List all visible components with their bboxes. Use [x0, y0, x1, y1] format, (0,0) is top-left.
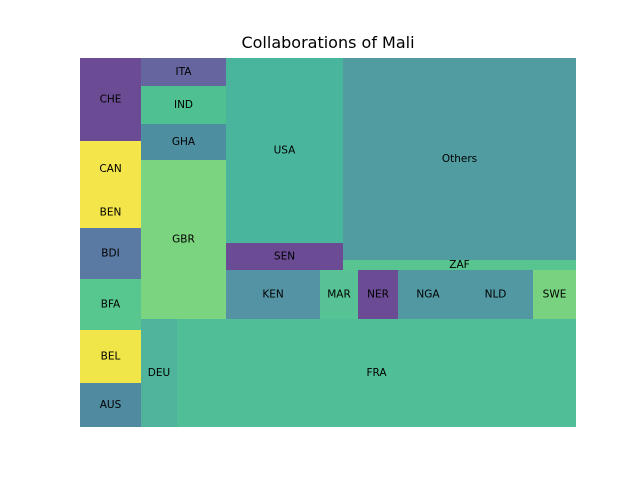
treemap-label-aus: AUS [100, 399, 122, 411]
treemap-cell-swe [533, 270, 576, 319]
treemap-cell-mar [320, 270, 358, 319]
treemap-label-ben: BEN [100, 207, 122, 219]
treemap-label-ind: IND [174, 99, 193, 111]
treemap-label-bdi: BDI [101, 248, 119, 260]
treemap-cell-nld [458, 270, 533, 319]
treemap-cell-ita [141, 58, 226, 86]
treemap-label-others: Others [442, 153, 477, 165]
treemap-label-usa: USA [274, 145, 297, 157]
treemap-cell-ind [141, 86, 226, 124]
treemap-cell-ner [358, 270, 398, 319]
treemap-label-ita: ITA [176, 66, 193, 78]
treemap-label-nga: NGA [416, 289, 440, 301]
treemap-cell-usa [226, 58, 343, 243]
treemap-label-fra: FRA [366, 367, 387, 379]
treemap-cell-che [80, 58, 141, 141]
treemap-cell-others [343, 58, 576, 260]
treemap-cell-sen [226, 243, 343, 270]
treemap-cell-ben [80, 197, 141, 228]
treemap-cell-deu [141, 319, 177, 427]
treemap-label-ken: KEN [262, 289, 283, 301]
treemap-label-nld: NLD [485, 289, 507, 301]
treemap-cell-nga [398, 270, 458, 319]
treemap-cell-aus [80, 383, 141, 427]
treemap-label-ner: NER [367, 289, 389, 301]
treemap-label-bel: BEL [101, 351, 121, 363]
treemap-cell-ken [226, 270, 320, 319]
treemap-label-swe: SWE [543, 289, 567, 301]
treemap-label-che: CHE [100, 94, 122, 106]
treemap-label-bfa: BFA [101, 299, 121, 311]
treemap-label-can: CAN [99, 163, 121, 175]
treemap-label-gha: GHA [172, 136, 196, 148]
treemap-cell-bdi [80, 228, 141, 279]
treemap-cell-bfa [80, 279, 141, 330]
treemap-cell-gha [141, 124, 226, 160]
treemap-label-mar: MAR [327, 289, 351, 301]
treemap-label-deu: DEU [148, 367, 170, 379]
treemap-cell-can [80, 141, 141, 197]
treemap-cell-zaf [343, 260, 576, 270]
treemap-label-zaf: ZAF [449, 259, 469, 271]
treemap-cell-bel [80, 330, 141, 383]
treemap-label-gbr: GBR [172, 234, 195, 246]
treemap-cell-gbr [141, 160, 226, 319]
treemap-label-sen: SEN [274, 251, 295, 263]
treemap-cell-fra [177, 319, 576, 427]
treemap-cells: CHE CAN BEN BDI BFA BEL AUS ITA IND GHA GBR USA SEN O… [80, 58, 576, 427]
chart-title: Collaborations of Mali [241, 33, 414, 52]
